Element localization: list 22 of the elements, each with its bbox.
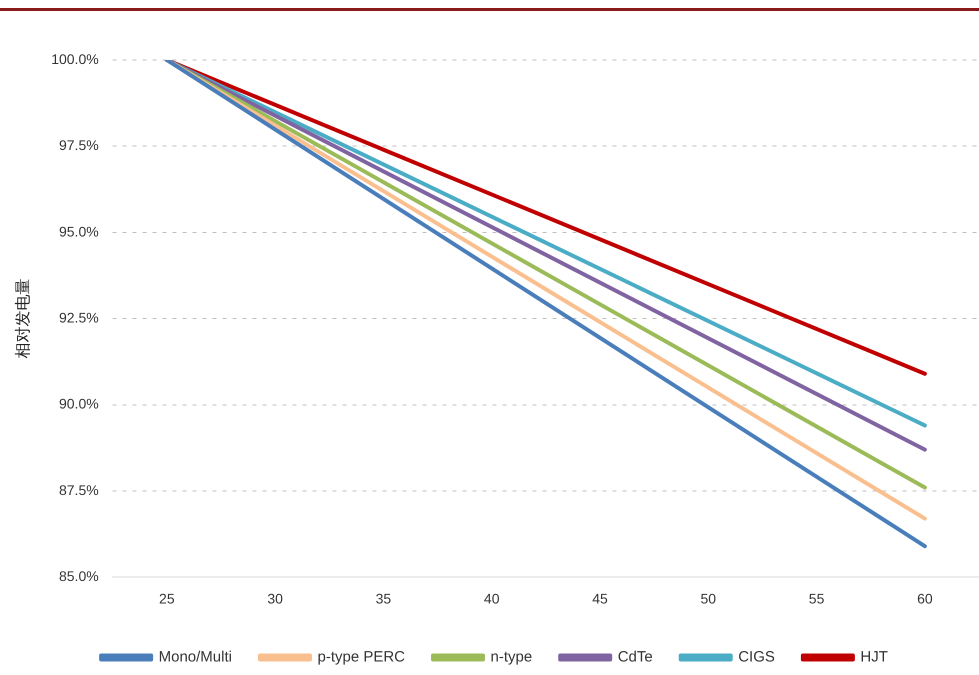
y-tick-label: 85.0%: [58, 568, 99, 584]
x-tick-label: 30: [267, 590, 284, 606]
legend-label: Mono/Multi: [158, 648, 232, 666]
y-tick-label: 97.5%: [58, 137, 99, 154]
y-tick-label: 87.5%: [58, 482, 99, 498]
y-tick-label: 90.0%: [58, 396, 99, 412]
x-tick-label: 60: [917, 590, 933, 606]
x-tick-label: 25: [159, 590, 175, 606]
legend-label: p-type PERC: [317, 648, 406, 666]
x-tick-label: 55: [808, 590, 825, 606]
legend-label: CdTe: [618, 648, 653, 666]
x-tick-label: 40: [484, 590, 500, 606]
legend-label: CIGS: [738, 648, 775, 666]
x-tick-label: 35: [376, 590, 392, 606]
x-tick-label: 45: [592, 590, 608, 606]
y-tick-label: 92.5%: [58, 309, 99, 326]
y-tick-label: 100.0%: [51, 50, 99, 67]
legend-label: n-type: [490, 648, 532, 666]
y-tick-label: 95.0%: [58, 223, 99, 240]
y-axis-title: 相对发电量: [14, 278, 32, 359]
legend-label: HJT: [860, 648, 888, 666]
x-tick-label: 50: [700, 590, 716, 606]
